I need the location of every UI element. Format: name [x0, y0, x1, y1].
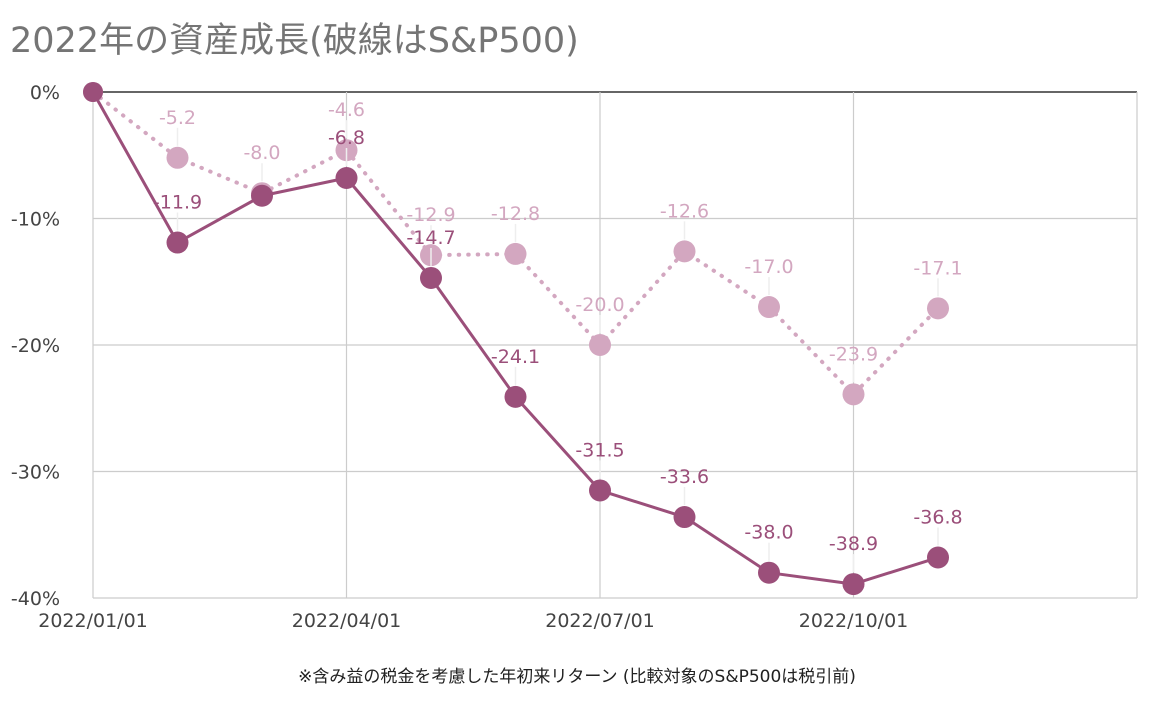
sp500-data-label: -12.9	[406, 204, 455, 226]
sp500-data-label: -23.9	[829, 343, 878, 365]
x-tick-label: 2022/04/01	[292, 610, 402, 632]
x-tick-label: 2022/07/01	[545, 610, 655, 632]
y-tick-label: -40%	[11, 588, 60, 610]
y-tick-label: -10%	[11, 209, 60, 231]
portfolio-data-label: -11.9	[153, 192, 202, 214]
portfolio-point	[251, 184, 273, 207]
sp500-data-label: -17.1	[913, 257, 962, 279]
portfolio-point	[758, 561, 780, 584]
sp500-data-label: -12.6	[660, 200, 709, 222]
portfolio-point	[166, 231, 189, 254]
sp500-data-label: -20.0	[575, 294, 624, 316]
sp500-data-label: -17.0	[744, 256, 793, 278]
sp500-data-label: -8.0	[243, 142, 280, 164]
portfolio-data-label: -14.7	[406, 227, 455, 249]
y-tick-label: 0%	[30, 82, 60, 104]
x-tick-label: 2022/10/01	[799, 610, 909, 632]
sp500-point	[166, 146, 189, 169]
sp500-data-label: -5.2	[159, 107, 196, 129]
portfolio-point	[83, 82, 103, 102]
portfolio-point	[335, 167, 358, 190]
sp500-point	[589, 334, 611, 356]
chart-title: 2022年の資産成長(破線はS&P500)	[10, 21, 579, 61]
sp500-data-label: -12.8	[491, 203, 540, 225]
sp500-point	[842, 383, 865, 406]
chart-footnote: ※含み益の税金を考慮した年初来リターン (比較対象のS&P500は税引前)	[298, 667, 856, 687]
sp500-point	[927, 297, 949, 320]
y-tick-label: -20%	[11, 335, 60, 357]
portfolio-data-label: -24.1	[491, 346, 540, 368]
sp500-data-label: -4.6	[328, 99, 365, 121]
portfolio-data-label: -33.6	[660, 466, 709, 488]
portfolio-line	[91, 90, 940, 586]
sp500-point	[673, 240, 696, 263]
portfolio-data-label: -38.0	[744, 522, 793, 544]
portfolio-data-label: -38.9	[829, 533, 878, 555]
x-tick-label: 2022/01/01	[38, 610, 148, 632]
y-tick-label: -30%	[11, 462, 60, 484]
sp500-point	[758, 296, 780, 319]
portfolio-data-label: -6.8	[328, 127, 365, 149]
portfolio-data-label: -36.8	[913, 507, 962, 529]
portfolio-data-label: -31.5	[575, 439, 624, 461]
portfolio-point	[504, 385, 527, 408]
portfolio-point	[420, 266, 442, 289]
portfolio-point	[927, 546, 949, 569]
sp500-point	[504, 242, 527, 265]
portfolio-point	[673, 506, 696, 529]
portfolio-point	[589, 479, 611, 502]
portfolio-point	[842, 573, 865, 596]
